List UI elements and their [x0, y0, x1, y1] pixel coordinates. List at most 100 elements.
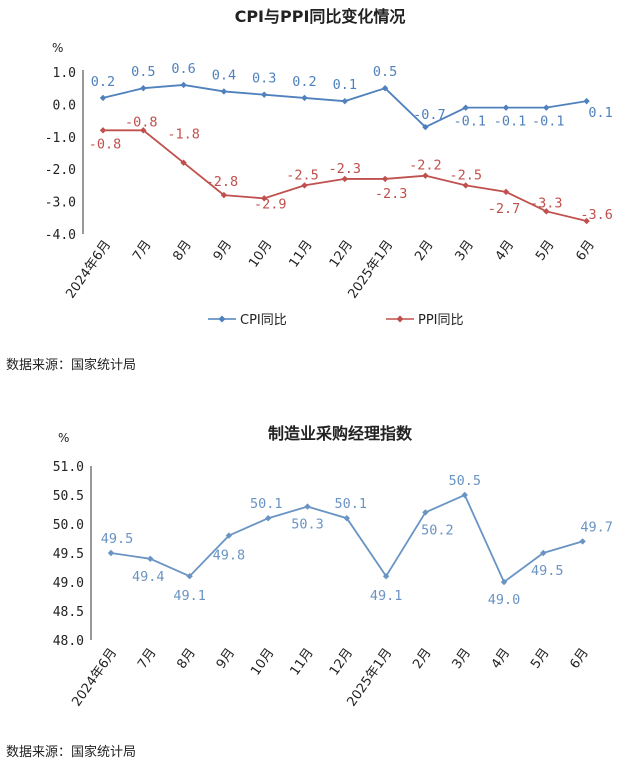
chart2-y-tick-label: 49.5 — [53, 547, 84, 562]
ppi-point — [220, 191, 228, 199]
legend-cpi-marker — [218, 315, 226, 323]
ppi-data-label: -2.2 — [409, 158, 442, 174]
chart1-title: CPI与PPI同比变化情况 — [235, 7, 406, 26]
cpi-data-label: 0.5 — [373, 64, 397, 80]
pmi-point — [500, 578, 508, 586]
ppi-data-label: -2.9 — [254, 196, 287, 212]
chart1-x-tick-label: 3月 — [452, 238, 476, 264]
chart1-y-ticks: 1.0 0.0 -1.0 -2.0 -3.0 -4.0 — [45, 66, 76, 243]
chart2-x-tick-label: 9月 — [214, 646, 238, 672]
ppi-data-label: -2.5 — [286, 167, 319, 183]
pmi-data-label: 49.1 — [370, 588, 403, 604]
pmi-data-label: 49.5 — [531, 563, 564, 579]
pmi-data-label: 50.5 — [448, 473, 481, 489]
pmi-chart: 制造业采购经理指数 % 51.0 50.5 50.0 49.5 49.0 48.5 48.0… — [6, 424, 613, 760]
cpi-point — [462, 104, 469, 111]
chart2-y-ticks: 51.0 50.5 50.0 49.5 49.0 48.5 48.0 — [53, 460, 84, 649]
chart2-y-tick-label: 48.0 — [53, 634, 84, 649]
cpi-point — [341, 97, 348, 105]
pmi-data-label: 50.1 — [335, 496, 368, 512]
cpi-point — [301, 94, 308, 102]
chart1-y-tick-label: -2.0 — [45, 163, 76, 178]
chart1-y-tick-label: 1.0 — [53, 66, 76, 81]
cpi-data-label: 0.1 — [588, 105, 612, 121]
chart1-x-tick-label: 2月 — [412, 238, 436, 264]
ppi-point — [381, 175, 389, 183]
cpi-point — [543, 104, 550, 111]
chart1-y-tick-label: 0.0 — [53, 98, 76, 113]
legend-cpi-label: CPI同比 — [240, 313, 287, 328]
legend-ppi-marker — [396, 315, 404, 323]
cpi-ppi-chart: CPI与PPI同比变化情况 % 1.0 0.0 -1.0 -2.0 -3.0 -4.0 2… — [6, 7, 613, 373]
chart2-source: 数据来源：国家统计局 — [6, 744, 136, 760]
cpi-data-label: -0.1 — [532, 114, 565, 130]
cpi-data-label: -0.7 — [413, 107, 446, 123]
cpi-data-label: -0.1 — [494, 114, 527, 130]
chart2-x-tick-label: 7月 — [135, 646, 159, 672]
chart2-x-tick-label: 11月 — [288, 646, 317, 679]
cpi-data-label: 0.5 — [131, 64, 155, 80]
chart1-legend: CPI同比 PPI同比 — [208, 313, 464, 328]
pmi-data-label: 49.0 — [488, 592, 521, 608]
chart1-x-tick-label: 10月 — [246, 238, 275, 271]
legend-item-ppi: PPI同比 — [386, 313, 464, 328]
cpi-data-label: 0.3 — [252, 71, 276, 87]
cpi-point — [422, 123, 429, 131]
chart1-x-tick-label: 2024年6月 — [63, 238, 114, 302]
pmi-data-label: 49.1 — [173, 588, 206, 604]
chart1-x-tick-label: 12月 — [327, 238, 356, 271]
chart2-y-tick-label: 50.0 — [53, 518, 84, 533]
pmi-point — [107, 549, 115, 557]
cpi-point — [140, 85, 147, 92]
cpi-data-label: 0.6 — [171, 61, 195, 77]
chart1-y-tick-label: -4.0 — [45, 228, 76, 243]
pmi-point — [186, 573, 193, 580]
cpi-point — [99, 94, 107, 102]
ppi-data-label: -1.8 — [167, 127, 200, 143]
ppi-point — [462, 182, 469, 189]
pmi-point — [265, 515, 272, 522]
pmi-point — [422, 509, 429, 516]
chart2-y-tick-label: 49.0 — [53, 576, 84, 591]
chart1-y-tick-label: -3.0 — [45, 196, 76, 211]
chart1-x-tick-label: 9月 — [211, 238, 235, 264]
ppi-data-label: -3.6 — [580, 207, 613, 223]
cpi-point — [180, 81, 187, 89]
pmi-data-label: 49.5 — [101, 531, 134, 547]
cpi-point — [261, 91, 268, 98]
ppi-point — [180, 159, 187, 166]
ppi-data-label: -2.7 — [488, 201, 521, 217]
chart2-y-tick-label: 48.5 — [53, 605, 84, 620]
chart1-x-tick-label: 11月 — [287, 238, 316, 271]
pmi-data-label: 50.2 — [421, 522, 454, 538]
pmi-point — [382, 573, 390, 580]
cpi-point — [220, 88, 228, 95]
ppi-data-label: -2.3 — [375, 186, 408, 202]
chart1-x-tick-label: 7月 — [130, 238, 154, 264]
legend-ppi-label: PPI同比 — [418, 313, 464, 328]
cpi-point — [381, 85, 389, 92]
chart2-unit: % — [58, 431, 69, 445]
ppi-point — [301, 182, 308, 189]
ppi-point — [543, 208, 550, 215]
chart2-data-labels: 49.5 49.4 49.1 49.8 50.1 50.3 50.1 49.1 50.2 50.5… — [101, 473, 613, 608]
chart2-x-tick-label: 5月 — [528, 646, 552, 672]
pmi-data-label: 49.4 — [132, 569, 165, 585]
ppi-point — [583, 217, 590, 225]
chart2-title: 制造业采购经理指数 — [268, 424, 413, 443]
ppi-point — [140, 127, 147, 134]
ppi-point — [341, 175, 348, 183]
pmi-data-label: 50.3 — [291, 517, 324, 533]
pmi-point — [147, 555, 154, 562]
chart1-x-tick-label: 6月 — [573, 238, 597, 264]
cpi-data-label: -0.1 — [453, 114, 486, 130]
chart2-x-tick-label: 8月 — [174, 646, 198, 672]
chart1-y-tick-label: -1.0 — [45, 131, 76, 146]
ppi-point — [422, 172, 429, 179]
ppi-data-label: -3.3 — [530, 195, 563, 211]
chart1-x-tick-label: 4月 — [493, 238, 517, 264]
cpi-data-label: 0.1 — [333, 77, 357, 93]
